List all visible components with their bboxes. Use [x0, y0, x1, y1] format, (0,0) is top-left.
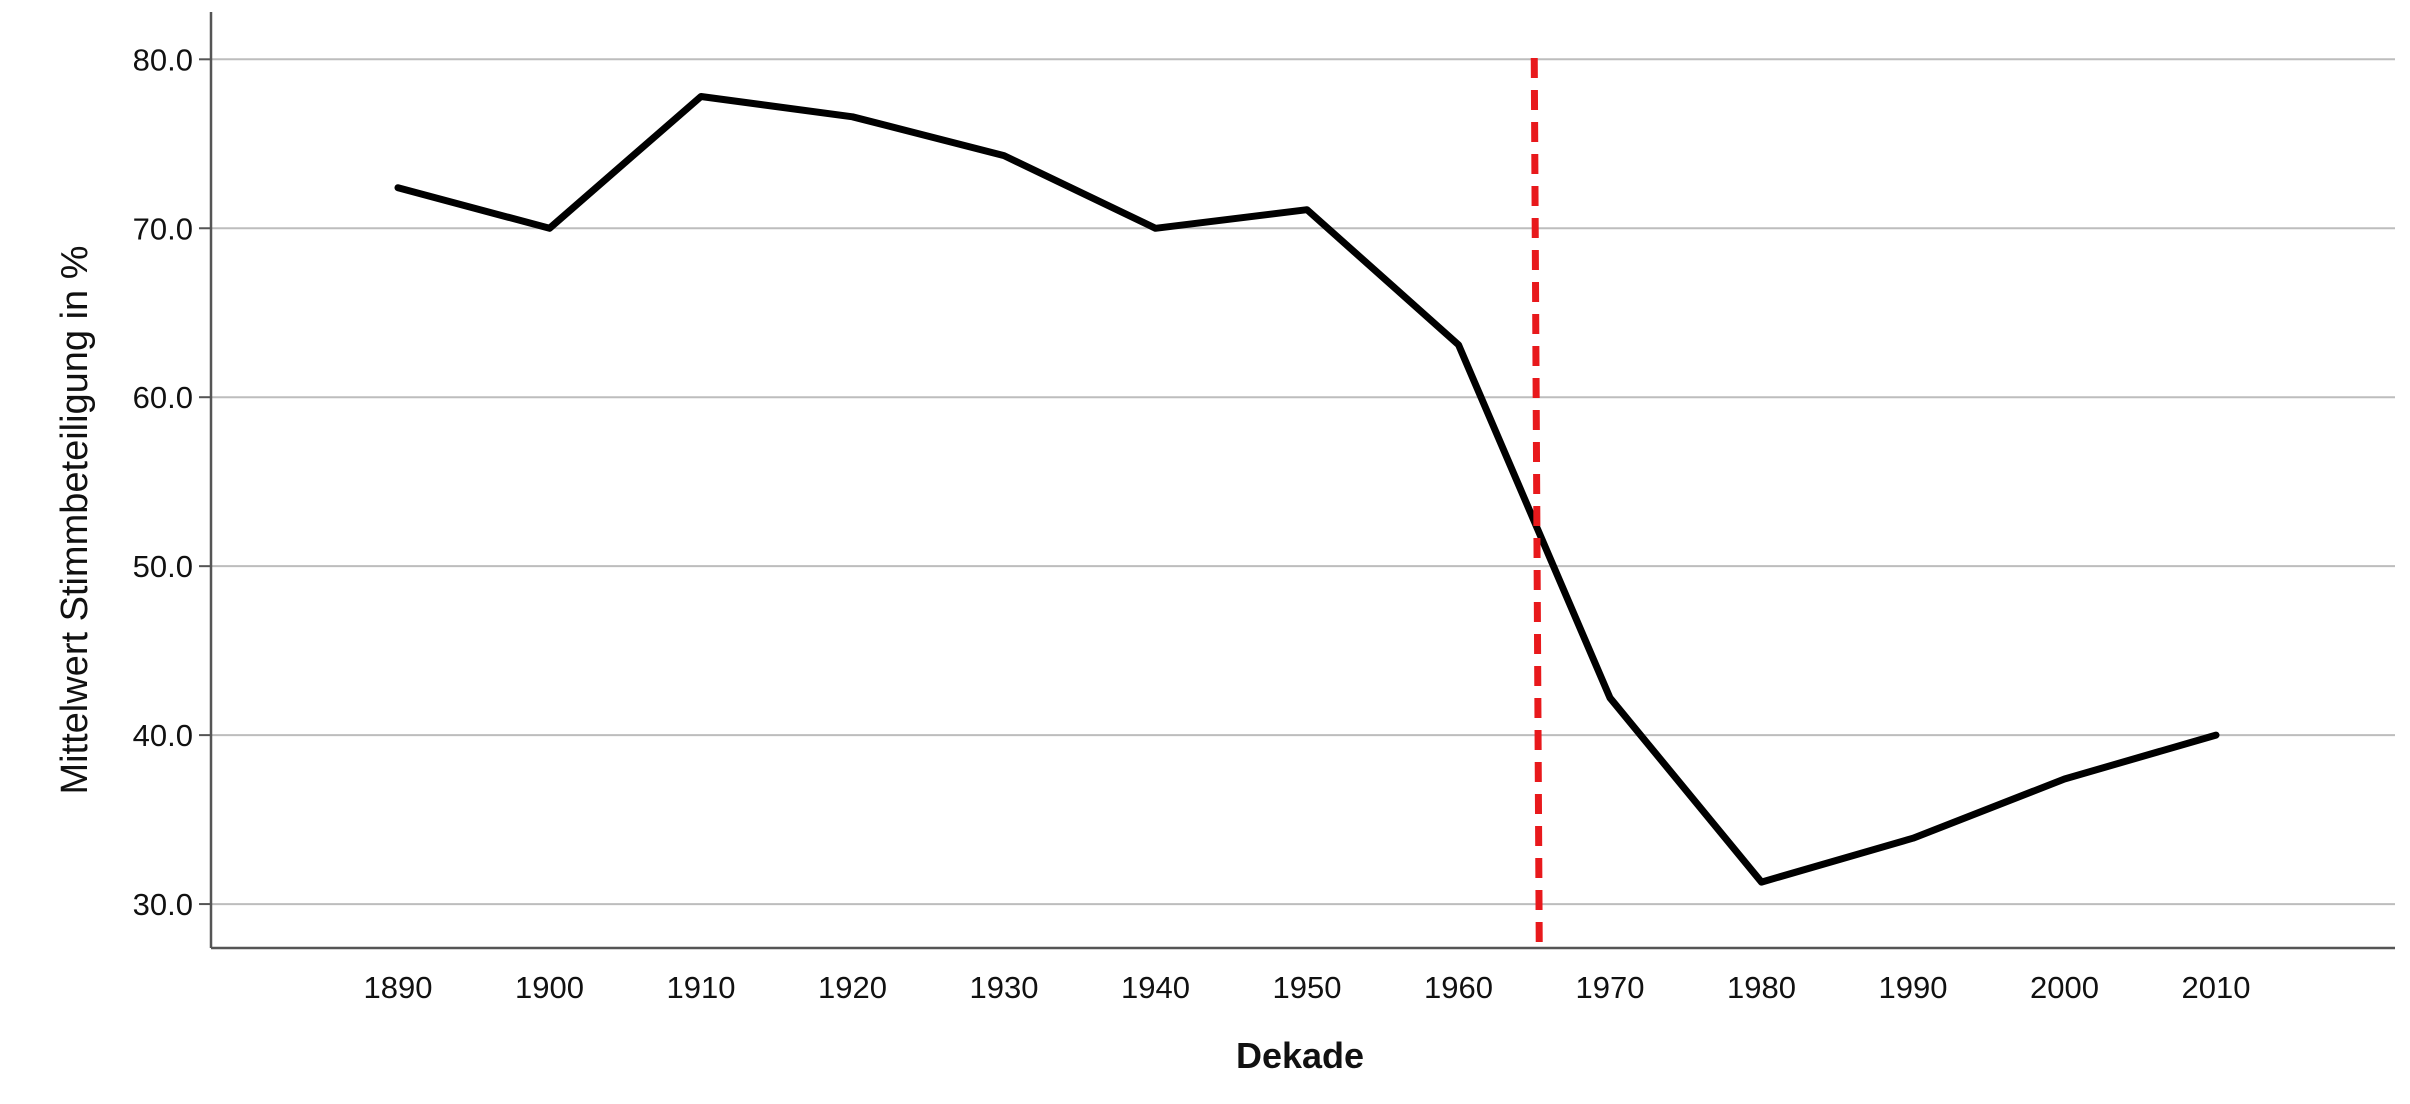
y-axis-ticks: 30.0 40.0 50.0 60.0 70.0 80.0 [133, 42, 211, 922]
x-tick-label-1920: 1920 [818, 970, 887, 1005]
x-tick-label-1970: 1970 [1576, 970, 1645, 1005]
y-axis-label: Mittelwert Stimmbeteiligung in % [54, 245, 96, 794]
x-tick-label-1990: 1990 [1879, 970, 1948, 1005]
series-line-0 [394, 93, 2220, 886]
axes [209, 12, 2395, 950]
x-tick-label-1960: 1960 [1424, 970, 1493, 1005]
x-tick-label-1910: 1910 [667, 970, 736, 1005]
x-tick-label-1950: 1950 [1273, 970, 1342, 1005]
y-tick-label-3: 60.0 [133, 380, 193, 415]
x-tick-label-2010: 2010 [2182, 970, 2251, 1005]
x-tick-label-1940: 1940 [1121, 970, 1190, 1005]
y-tick-label-1: 40.0 [133, 718, 193, 753]
reference-line [1530, 57, 1543, 947]
x-axis-ticks: 1890 1900 1910 1920 1930 1940 1950 1960 1970 1980… [364, 970, 2251, 1005]
y-tick-label-0: 30.0 [133, 887, 193, 922]
grid-lines [211, 58, 2395, 906]
x-tick-label-1980: 1980 [1727, 970, 1796, 1005]
x-axis-label: Dekade [1236, 1035, 1364, 1076]
x-tick-label-1900: 1900 [515, 970, 584, 1005]
x-tick-label-1890: 1890 [364, 970, 433, 1005]
x-tick-label-2000: 2000 [2030, 970, 2099, 1005]
y-tick-label-4: 70.0 [133, 211, 193, 246]
x-tick-label-1930: 1930 [970, 970, 1039, 1005]
series-group [394, 93, 2220, 886]
y-tick-label-5: 80.0 [133, 42, 193, 77]
reference-line-group [1530, 57, 1543, 947]
y-tick-label-2: 50.0 [133, 549, 193, 584]
